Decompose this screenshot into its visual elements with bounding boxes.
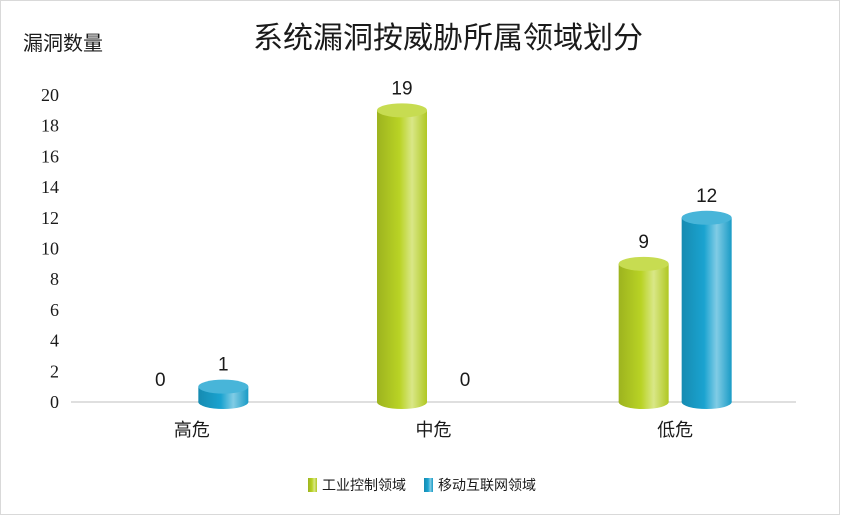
y-tick-label: 18 bbox=[41, 116, 59, 136]
data-label: 12 bbox=[696, 186, 717, 207]
bar-bottom bbox=[618, 395, 669, 409]
legend-swatch bbox=[424, 478, 433, 492]
y-tick-label: 20 bbox=[41, 85, 59, 105]
legend-item: 工业控制领域 bbox=[308, 478, 406, 494]
bar-bottom bbox=[377, 395, 427, 409]
y-axis-label: 漏洞数量 bbox=[23, 31, 103, 55]
y-tick-label: 8 bbox=[50, 269, 59, 289]
bar-top bbox=[377, 103, 427, 118]
category-label: 低危 bbox=[657, 420, 693, 441]
chart-title: 系统漏洞按威胁所属领域划分 bbox=[253, 21, 643, 56]
y-tick-label: 2 bbox=[50, 361, 59, 381]
legend-label: 工业控制领域 bbox=[322, 478, 406, 494]
data-label: 1 bbox=[218, 355, 229, 376]
y-tick-label: 10 bbox=[41, 239, 59, 259]
data-label: 0 bbox=[155, 370, 166, 391]
bar-top bbox=[618, 256, 669, 271]
data-label: 19 bbox=[391, 78, 412, 99]
y-tick-label: 4 bbox=[50, 331, 59, 351]
bar-bottom bbox=[198, 395, 249, 409]
legend-item: 移动互联网领域 bbox=[424, 478, 536, 494]
bar-top bbox=[198, 379, 249, 394]
bar-top bbox=[681, 210, 732, 225]
bar-body bbox=[681, 217, 732, 402]
category-label: 高危 bbox=[174, 420, 210, 441]
legend-label: 移动互联网领域 bbox=[438, 478, 536, 494]
category-label: 中危 bbox=[416, 420, 452, 441]
y-tick-label: 6 bbox=[50, 300, 59, 320]
y-axis-ticks: 0 2 4 6 8 10 12 14 16 18 20 bbox=[41, 85, 59, 412]
category-labels: 高危 中危 低危 bbox=[174, 420, 693, 441]
bars bbox=[198, 103, 732, 409]
y-tick-label: 14 bbox=[41, 177, 59, 197]
y-tick-label: 12 bbox=[41, 208, 59, 228]
data-labels: 0 1 19 0 9 12 bbox=[155, 78, 717, 391]
bar bbox=[198, 379, 249, 409]
y-tick-label: 16 bbox=[41, 146, 59, 166]
bar-body bbox=[618, 263, 669, 402]
legend-swatch bbox=[308, 478, 317, 492]
y-tick-label: 0 bbox=[50, 392, 59, 412]
legend: 工业控制领域 移动互联网领域 bbox=[308, 478, 536, 494]
data-label: 9 bbox=[638, 232, 649, 253]
bar-bottom bbox=[681, 395, 732, 409]
bar bbox=[618, 256, 669, 409]
bar bbox=[681, 210, 732, 409]
bar-body bbox=[377, 110, 427, 402]
data-label: 0 bbox=[460, 370, 471, 391]
bar bbox=[377, 103, 427, 409]
